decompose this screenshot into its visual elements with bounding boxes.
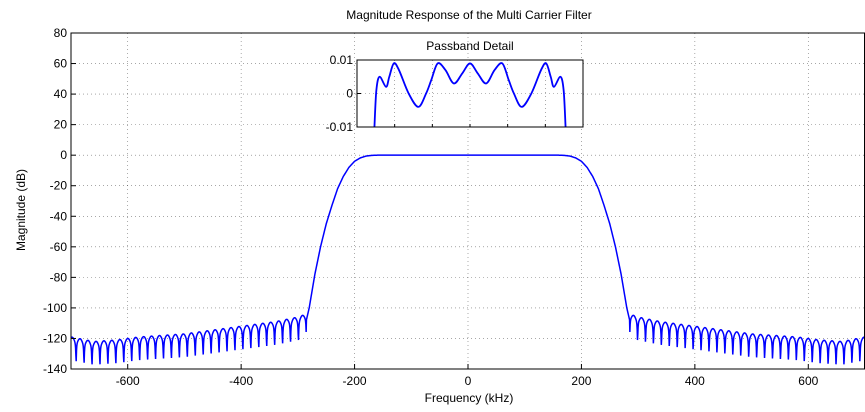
chart-title: Magnitude Response of the Multi Carrier … [346,8,591,22]
y-tick-label: -80 [50,270,68,284]
inset-y-tick-label: 0 [346,87,353,101]
x-tick-label: 600 [798,374,818,388]
y-tick-label: -40 [50,209,68,223]
y-tick-label: 20 [54,118,68,132]
magnitude-response-line [70,154,865,365]
passband-detail-line [373,62,567,128]
x-tick-label: 0 [465,374,472,388]
x-axis-label: Frequency (kHz) [425,391,514,405]
x-tick-label: -200 [343,374,367,388]
inset-y-tick-label: 0.01 [330,53,354,67]
y-tick-label: 80 [54,26,68,40]
y-tick-label: -140 [43,362,67,376]
y-tick-label: 40 [54,87,68,101]
main-ticks: -600 -400 -200 0 200 400 600806040200-20-40-60… [43,26,819,388]
x-tick-label: 200 [571,374,591,388]
y-axis-label: Magnitude (dB) [14,169,28,251]
inset-ticks: 0.01 0 -0.01 [326,53,546,134]
y-tick-label: -60 [50,240,68,254]
x-tick-label: -400 [229,374,253,388]
x-tick-label: -600 [116,374,140,388]
y-tick-label: 60 [54,57,68,71]
inset-title: Passband Detail [426,39,513,53]
y-tick-label: -120 [43,331,67,345]
inset-plot-area: 0.01 0 -0.01 [326,53,584,134]
main-plot-area: -600 -400 -200 0 200 400 600806040200-20-40-60… [43,26,865,388]
x-tick-label: 400 [685,374,705,388]
inset-y-tick-label: -0.01 [326,120,354,134]
y-tick-label: 0 [60,148,67,162]
y-tick-label: -100 [43,301,67,315]
y-tick-label: -20 [50,179,68,193]
inset-grid [357,60,583,127]
